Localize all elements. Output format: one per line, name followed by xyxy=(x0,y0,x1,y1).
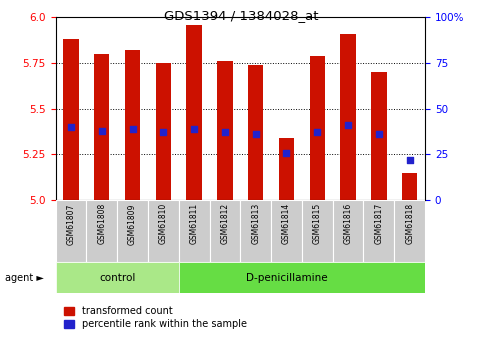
Text: GSM61811: GSM61811 xyxy=(190,203,199,244)
Point xyxy=(252,131,259,137)
Bar xyxy=(56,262,179,293)
Point xyxy=(375,131,383,137)
Point xyxy=(344,122,352,128)
Point xyxy=(67,124,75,130)
Bar xyxy=(302,200,333,262)
Text: D-penicillamine: D-penicillamine xyxy=(246,273,327,283)
Text: GSM61817: GSM61817 xyxy=(374,203,384,245)
Text: agent ►: agent ► xyxy=(5,273,43,283)
Text: GDS1394 / 1384028_at: GDS1394 / 1384028_at xyxy=(164,9,319,22)
Point xyxy=(128,126,136,131)
Bar xyxy=(186,24,202,200)
Text: GSM61813: GSM61813 xyxy=(251,203,260,245)
Bar xyxy=(341,34,356,200)
Point xyxy=(283,150,290,155)
Text: GSM61815: GSM61815 xyxy=(313,203,322,245)
Text: GSM61818: GSM61818 xyxy=(405,203,414,244)
Point xyxy=(159,130,167,135)
Bar xyxy=(333,200,364,262)
Bar xyxy=(117,200,148,262)
Bar xyxy=(364,200,394,262)
Text: GSM61812: GSM61812 xyxy=(220,203,229,244)
Bar xyxy=(63,39,79,200)
Legend: transformed count, percentile rank within the sample: transformed count, percentile rank withi… xyxy=(60,303,251,333)
Text: GSM61810: GSM61810 xyxy=(159,203,168,245)
Bar xyxy=(94,54,110,200)
Bar xyxy=(210,200,240,262)
Point xyxy=(406,157,413,162)
Bar xyxy=(56,200,86,262)
Point xyxy=(313,130,321,135)
Bar xyxy=(248,65,263,200)
Text: control: control xyxy=(99,273,135,283)
Bar xyxy=(394,200,425,262)
Bar xyxy=(86,200,117,262)
Text: GSM61809: GSM61809 xyxy=(128,203,137,245)
Text: GSM61814: GSM61814 xyxy=(282,203,291,245)
Point xyxy=(190,126,198,131)
Bar xyxy=(371,72,386,200)
Point xyxy=(221,130,229,135)
Text: GSM61816: GSM61816 xyxy=(343,203,353,245)
Bar xyxy=(148,200,179,262)
Bar xyxy=(279,138,294,200)
Bar xyxy=(179,200,210,262)
Point xyxy=(98,128,106,134)
Bar xyxy=(240,200,271,262)
Bar xyxy=(125,50,140,200)
Text: GSM61807: GSM61807 xyxy=(67,203,75,245)
Bar xyxy=(402,172,417,200)
Bar xyxy=(271,200,302,262)
Bar xyxy=(156,63,171,200)
Bar xyxy=(310,56,325,200)
Bar xyxy=(217,61,233,200)
Text: GSM61808: GSM61808 xyxy=(97,203,106,245)
Bar xyxy=(179,262,425,293)
